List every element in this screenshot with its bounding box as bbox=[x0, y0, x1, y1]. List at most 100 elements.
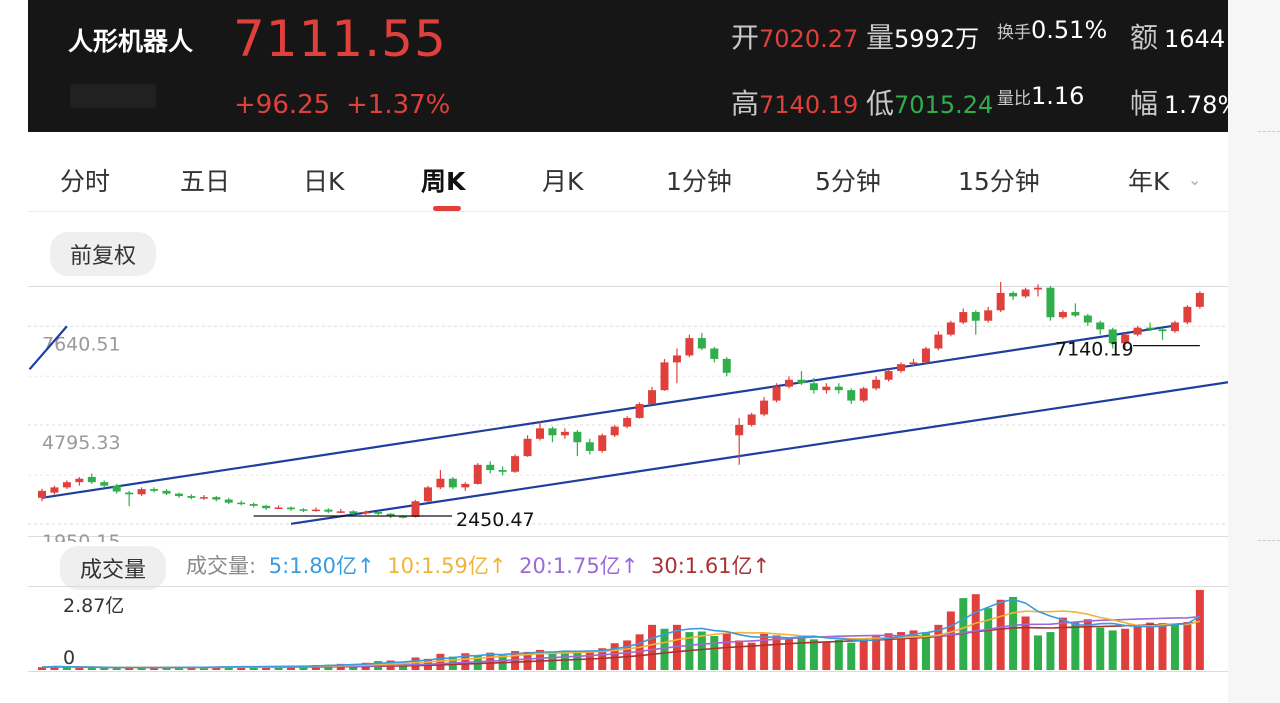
tab-intraday[interactable]: 分时 bbox=[60, 167, 111, 196]
volume-bar bbox=[436, 653, 445, 670]
right-margin bbox=[1228, 0, 1280, 703]
candle-body bbox=[87, 476, 96, 483]
volume-bar bbox=[735, 640, 744, 670]
candle-body bbox=[336, 511, 345, 513]
volume-bar bbox=[411, 657, 420, 670]
volume-grid bbox=[28, 586, 1228, 672]
price-change-pct: +1.37% bbox=[346, 90, 451, 120]
channel-line bbox=[290, 381, 1228, 525]
candle-body bbox=[772, 386, 781, 401]
candle-body bbox=[536, 428, 544, 439]
volume-bar bbox=[100, 667, 109, 670]
candle-body bbox=[1083, 315, 1092, 323]
candle-body bbox=[436, 478, 445, 488]
stat-high: 高7140.19 bbox=[731, 82, 858, 122]
candle-body bbox=[1183, 306, 1192, 323]
arrow-up-icon: ↑ bbox=[620, 554, 639, 578]
volume-bar bbox=[859, 638, 868, 670]
volume-bar bbox=[38, 667, 46, 670]
tab-yearly-k[interactable]: 年K bbox=[1128, 167, 1170, 196]
y-tick-label: 1950.15 bbox=[42, 531, 121, 542]
candle-body bbox=[648, 390, 657, 405]
volume-bar bbox=[536, 649, 544, 670]
candle-body bbox=[1195, 292, 1204, 307]
price-change: +96.25 bbox=[234, 90, 331, 120]
candle-body bbox=[62, 482, 71, 488]
stat-volume-label: 量 bbox=[866, 21, 895, 54]
candle-body bbox=[697, 338, 706, 349]
volume-bar bbox=[174, 667, 183, 670]
candle-body bbox=[672, 355, 681, 363]
candle-body bbox=[598, 435, 607, 451]
candle-body bbox=[921, 348, 930, 363]
channel-line bbox=[28, 325, 68, 371]
tab-1-minute[interactable]: 1分钟 bbox=[666, 167, 732, 196]
price-grid bbox=[28, 286, 1228, 537]
volume-bars bbox=[38, 590, 1204, 670]
index-code-blurred bbox=[70, 84, 156, 108]
volume-bar bbox=[1096, 627, 1105, 670]
stat-amp-label: 幅 bbox=[1130, 87, 1159, 120]
tab-15-minute[interactable]: 15分钟 bbox=[958, 167, 1040, 196]
period-tabs: 分时 五日 日K 周K 月K 1分钟 5分钟 15分钟 年K ⌄ bbox=[28, 142, 1228, 212]
volume-bar bbox=[1133, 624, 1142, 670]
candle-body bbox=[274, 507, 283, 510]
volume-bar bbox=[249, 666, 258, 670]
candle-body bbox=[623, 417, 632, 427]
volume-bar bbox=[1009, 596, 1018, 670]
arrow-up-icon: ↑ bbox=[356, 554, 375, 578]
candle-body bbox=[946, 322, 955, 335]
volume-bar bbox=[872, 635, 881, 670]
candle-body bbox=[125, 492, 134, 495]
volume-bar bbox=[785, 637, 793, 670]
tab-5-minute[interactable]: 5分钟 bbox=[815, 167, 881, 196]
volume-bar bbox=[710, 635, 719, 670]
candle-body bbox=[1046, 287, 1055, 318]
candle-body bbox=[498, 470, 507, 472]
volume-bar bbox=[199, 667, 208, 670]
volume-bar bbox=[623, 640, 632, 670]
left-margin bbox=[0, 0, 28, 703]
candle-body bbox=[349, 511, 358, 514]
candle-body bbox=[299, 509, 308, 511]
volume-bar bbox=[822, 641, 831, 670]
price-annotations: 7140.19 2450.47 bbox=[253, 339, 1200, 531]
volume-bar bbox=[1083, 619, 1092, 670]
candle-body bbox=[1096, 322, 1105, 330]
candle-body bbox=[187, 496, 196, 498]
candle-body bbox=[473, 464, 482, 484]
candle-body bbox=[834, 386, 843, 391]
volume-bar bbox=[125, 667, 134, 670]
volume-bar bbox=[1071, 622, 1080, 670]
stat-amount-value: 1644 bbox=[1164, 25, 1226, 53]
tab-monthly-k[interactable]: 月K bbox=[542, 167, 584, 196]
low-annotation-label: 2450.47 bbox=[456, 509, 535, 531]
volume-bar bbox=[473, 655, 482, 670]
candle-body bbox=[199, 497, 208, 499]
candle-body bbox=[884, 371, 893, 380]
candle-body bbox=[1146, 327, 1155, 330]
candle-body bbox=[1071, 312, 1080, 316]
volume-bar bbox=[75, 667, 84, 670]
tab-weekly-k[interactable]: 周K bbox=[421, 167, 466, 196]
volume-bar bbox=[996, 599, 1005, 670]
trend-channel bbox=[28, 324, 1228, 525]
stat-low-value: 7015.24 bbox=[894, 91, 994, 119]
tab-daily-k[interactable]: 日K bbox=[303, 167, 345, 196]
volume-bar bbox=[187, 666, 196, 670]
chevron-down-icon[interactable]: ⌄ bbox=[1188, 170, 1202, 189]
candle-body bbox=[847, 390, 856, 401]
tab-five-day[interactable]: 五日 bbox=[180, 167, 231, 196]
volume-bar bbox=[809, 639, 818, 670]
volume-bar bbox=[224, 666, 233, 670]
candle-body bbox=[1158, 329, 1167, 332]
volume-bar bbox=[797, 635, 806, 670]
active-tab-indicator bbox=[433, 206, 461, 211]
volume-ma20: 20:1.75亿 bbox=[519, 554, 621, 578]
volume-indicator-button[interactable]: 成交量 bbox=[60, 546, 167, 590]
stat-low: 低7015.24 bbox=[866, 82, 993, 122]
stat-ratio-label: 量比 bbox=[997, 89, 1031, 109]
stat-turnover-value: 0.51% bbox=[1031, 16, 1108, 44]
stat-ratio-value: 1.16 bbox=[1031, 82, 1085, 110]
adjust-button[interactable]: 前复权 bbox=[50, 232, 157, 276]
